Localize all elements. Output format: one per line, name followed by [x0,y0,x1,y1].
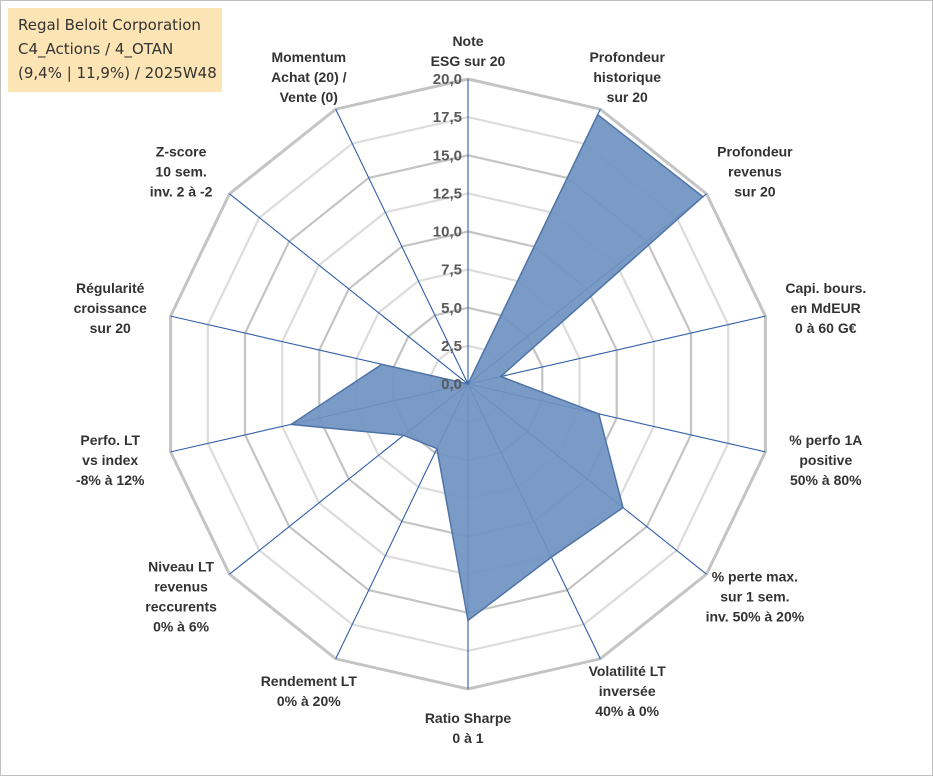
axis-label-line: 0% à 6% [153,619,210,635]
axis-label-line: 40% à 0% [595,703,659,719]
tick-label: 20,0 [433,71,462,88]
series-point [550,556,553,558]
axis-label-line: 0 à 1 [452,730,483,746]
axis-label-line: inv. 2 à -2 [150,183,213,199]
axis-label-line: Profondeur [717,143,793,159]
series-point [596,113,599,116]
company-name: Regal Beloit Corporation [18,16,201,34]
axis-label-line: -8% à 12% [76,472,145,488]
axis-label-line: sur 20 [607,89,648,105]
axis-label-line: 10 sem. [155,163,206,179]
axis-label: Z-score 10 sem. inv. 2 à -2 [150,143,213,199]
axis-label-line: % perte max. [712,569,798,585]
tick-label: 17,5 [433,109,462,126]
axis-label-line: Vente (0) [280,89,338,105]
axis-label-line: Achat (20) / [271,69,347,85]
axis-label-line: reccurents [145,599,217,615]
axis-label-line: inv. 50% à 20% [706,609,805,625]
tick-label: 15,0 [433,147,462,164]
tick-label: 12,5 [433,185,462,202]
axis-label: Profondeur historique sur 20 [589,49,665,105]
axis-label-line: Momentum [271,49,346,65]
tick-label: 10,0 [433,224,462,241]
tick-label: 7,5 [441,262,462,279]
axis-label-line: Niveau LT [148,559,214,575]
axis-label: Rendement LT 0% à 20% [261,673,358,709]
axis-label-line: historique [593,69,661,85]
axis-label: Profondeur revenus sur 20 [717,143,793,199]
series-point [381,363,383,366]
axis-label-line: Régularité [76,280,145,296]
axis-label: Volatilité LT inversée 40% à 0% [589,663,667,719]
series-point [499,375,502,378]
axis-label-line: Rendement LT [261,673,358,689]
axis-label-line: revenus [154,579,208,595]
axis-label: Capi. bours. en MdEUR 0 à 60 G€ [785,280,866,336]
portfolio-line: C4_Actions / 4_OTAN [18,40,174,58]
axis-label-line: Ratio Sharpe [425,710,512,726]
axis-label-line: Volatilité LT [589,663,667,679]
axis-label-line: croissance [74,300,147,316]
axis-label-line: vs index [82,452,138,468]
axis-label-line: en MdEUR [791,300,861,316]
axis-label: Momentum Achat (20) / Vente (0) [271,49,347,105]
series-point [622,506,624,509]
axis-label-line: Profondeur [589,49,665,65]
axis-label: Note ESG sur 20 [431,33,506,69]
axis-spoke [229,193,469,385]
series-point [467,619,469,622]
axis-label-line: sur 20 [734,183,775,199]
tick-label: 0,0 [441,376,462,393]
axis-label: Perfo. LT vs index -8% à 12% [76,432,145,488]
axis-label-line: 50% à 80% [790,472,862,488]
axis-label-line: 0 à 60 G€ [795,320,857,336]
axis-label: % perfo 1A positive 50% à 80% [789,432,862,488]
axis-label: Niveau LT revenus reccurents 0% à 6% [145,559,217,635]
axis-spoke [467,315,766,385]
axis-label-line: ESG sur 20 [431,53,506,69]
title-box: Regal Beloit Corporation C4_Actions / 4_… [8,8,222,92]
radar-tick-labels: 0,0 2,5 5,0 7,5 10,0 12,5 15,0 17,5 20,0 [433,71,462,393]
axis-label-line: sur 20 [90,320,131,336]
series-point [402,434,405,437]
axis-label-line: inversée [599,683,656,699]
axis-label: Ratio Sharpe 0 à 1 [425,710,512,746]
axis-label-line: Perfo. LT [80,432,140,448]
series-point [467,383,469,385]
radar-series [288,113,705,622]
radar-axis-labels: Note ESG sur 20 Profondeur historique sur 20… [74,33,867,746]
series-point [290,423,292,426]
axis-label-line: revenus [728,163,782,179]
tick-label: 5,0 [441,300,462,317]
axis-label-line: Note [452,33,483,49]
series-point [598,413,600,415]
axis-label-line: % perfo 1A [789,432,862,448]
axis-label: % perte max. sur 1 sem. inv. 50% à 20% [706,569,805,625]
axis-spoke [335,108,469,385]
series-point [436,447,438,450]
axis-label-line: 0% à 20% [277,693,341,709]
period-line: (9,4% | 11,9%) / 2025W48 [18,64,217,82]
axis-label-line: positive [799,452,852,468]
axis-label-line: sur 1 sem. [720,589,789,605]
axis-label-line: Capi. bours. [785,280,866,296]
series-point [702,195,704,198]
axis-label-line: Z-score [156,143,207,159]
tick-label: 2,5 [441,338,462,355]
axis-label: Régularité croissance sur 20 [74,280,147,336]
